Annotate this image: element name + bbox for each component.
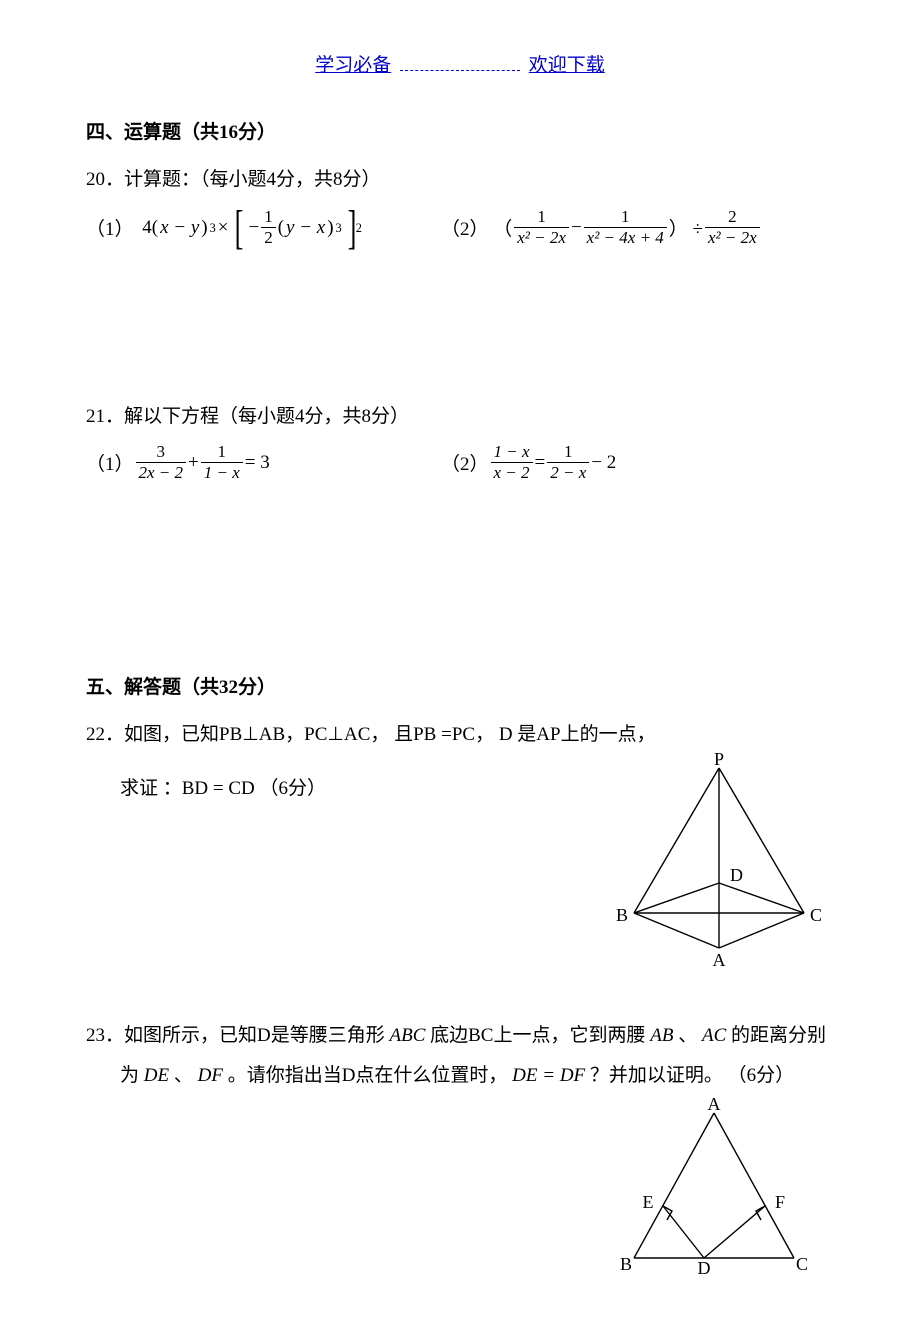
frac-den: 2: [261, 227, 276, 247]
q20-part2: （2） （ 1 x² − 2x − 1 x² − 4x + 4 ） ÷ 2 x²…: [441, 206, 821, 249]
q20-p2-minus: −: [571, 217, 582, 239]
q23-l2b: 。请你指出当D点在什么位置时，: [228, 1065, 508, 1086]
frac-num: 2: [705, 208, 760, 227]
q23-l1a: 23．如图所示，已知D是等腰三角形: [86, 1025, 385, 1046]
q20-p1-neg: −: [248, 217, 259, 239]
label-A: A: [713, 950, 726, 970]
q21-p1-frac1: 3 2x − 2: [136, 443, 187, 482]
frac-num: 1: [514, 208, 569, 227]
q20-part1: （1） 4( x − y )3 × [ − 1 2 ( y − x )3 ]2: [86, 206, 441, 249]
q23-line1: 23．如图所示，已知D是等腰三角形 ABC 底边BC上一点，它到两腰 AB 、 …: [86, 1018, 834, 1054]
section-5-title: 五、解答题（共32分）: [86, 672, 834, 699]
label-D: D: [730, 865, 743, 885]
q21-p1-plus: +: [188, 452, 199, 474]
q20-p2-label: （2） （: [441, 214, 512, 241]
q22-row: 求证 ：BD = CD （6分） P B: [86, 753, 834, 978]
q23-dun: 、: [678, 1025, 697, 1046]
q23-line2: 为 DE 、 DF 。请你指出当D点在什么位置时， DE = DF ？并加以证明…: [86, 1058, 834, 1094]
q21-p2-frac1: 1 − x x − 2: [491, 443, 533, 482]
label-B: B: [616, 905, 628, 925]
q22-line2: 求证 ：BD = CD （6分）: [86, 753, 604, 807]
q20-p1-xy: x − y: [160, 217, 199, 239]
page-header: 学习必备 欢迎下载: [86, 50, 834, 77]
q20-p1-label: （1）: [86, 214, 134, 241]
q23-l1c: 的距离分别: [731, 1025, 826, 1046]
q23-dedf: DE = DF: [512, 1065, 585, 1086]
q23-svg: A B C D E F: [604, 1098, 824, 1278]
frac-den: x² − 2x: [514, 227, 569, 247]
frac-den: x − 2: [491, 462, 533, 482]
frac-den: 2x − 2: [136, 462, 187, 482]
q23-figure-wrap: A B C D E F: [86, 1098, 834, 1278]
q22-figure: P B C D A: [604, 753, 834, 978]
q23-l2c: ？并加以证明。 （6分）: [590, 1065, 794, 1086]
q21-p2-tail: − 2: [591, 452, 616, 474]
q21-stem: 21．解以下方程（每小题4分，共8分）: [86, 399, 834, 435]
label-E: E: [643, 1192, 654, 1212]
q21-p1-label: （1）: [86, 449, 134, 476]
q20-p1-lead: 4(: [142, 217, 158, 239]
q20-p1-open2: (: [278, 217, 284, 239]
frac-num: 3: [136, 443, 187, 462]
q20-subparts: （1） 4( x − y )3 × [ − 1 2 ( y − x )3 ]2 …: [86, 206, 834, 249]
q20-p2-close: ） ÷: [669, 214, 703, 241]
q21-p2-label: （2）: [441, 449, 489, 476]
q20-p1-lbracket: [: [234, 206, 243, 249]
q20-p2-frac2: 1 x² − 4x + 4: [584, 208, 667, 247]
q21-subparts: （1） 3 2x − 2 + 1 1 − x = 3 （2） 1 − x x −…: [86, 443, 834, 482]
label-C: C: [796, 1254, 808, 1274]
q20-p1-rbracket: ]: [347, 206, 356, 249]
q21-p1-frac2: 1 1 − x: [201, 443, 243, 482]
q23-abc: ABC: [389, 1025, 425, 1046]
q23-ab: AB: [650, 1025, 673, 1046]
frac-den: x² − 2x: [705, 227, 760, 247]
q23-df: DF: [198, 1065, 223, 1086]
frac-num: 1 − x: [491, 443, 533, 462]
q23-dun2: 、: [174, 1065, 193, 1086]
frac-num: 1: [584, 208, 667, 227]
header-dashed-separator: [400, 59, 520, 71]
header-link-right[interactable]: 欢迎下载: [529, 55, 605, 76]
q23-ac: AC: [702, 1025, 726, 1046]
q21-part1: （1） 3 2x − 2 + 1 1 − x = 3: [86, 443, 441, 482]
label-A: A: [708, 1098, 721, 1114]
section-4-title: 四、运算题（共16分）: [86, 117, 834, 144]
frac-den: 2 − x: [547, 462, 589, 482]
q20-p2-frac1: 1 x² − 2x: [514, 208, 569, 247]
q20-p1-close2: ): [327, 217, 333, 239]
q23-l2a: 为: [120, 1065, 139, 1086]
frac-den: x² − 4x + 4: [584, 227, 667, 247]
q23-l1b: 底边BC上一点，它到两腰: [430, 1025, 645, 1046]
q23-de: DE: [144, 1065, 169, 1086]
q21-p2-eq: =: [535, 452, 546, 474]
q22-svg: P B C D A: [604, 753, 834, 973]
frac-num: 1: [201, 443, 243, 462]
q22-line1: 22．如图，已知PB⊥AB，PC⊥AC， 且PB =PC， D 是AP上的一点，: [86, 717, 834, 753]
header-link-left[interactable]: 学习必备: [315, 55, 391, 76]
page: 学习必备 欢迎下载 四、运算题（共16分） 20．计算题：（每小题4分，共8分）…: [0, 0, 920, 1318]
q20-stem: 20．计算题：（每小题4分，共8分）: [86, 162, 834, 198]
label-B: B: [620, 1254, 632, 1274]
spacer: [86, 482, 834, 662]
q20-p1-times: ×: [218, 217, 229, 239]
q20-p1-yx: y − x: [286, 217, 325, 239]
label-F: F: [775, 1192, 785, 1212]
spacer: [86, 249, 834, 399]
label-P: P: [714, 753, 724, 769]
q21-p2-frac2: 1 2 − x: [547, 443, 589, 482]
q20-p1-close1: ): [201, 217, 207, 239]
label-D: D: [698, 1258, 711, 1278]
frac-den: 1 − x: [201, 462, 243, 482]
q20-p2-frac3: 2 x² − 2x: [705, 208, 760, 247]
q21-p1-eq: = 3: [245, 452, 270, 474]
frac-num: 1: [261, 208, 276, 227]
label-C: C: [810, 905, 822, 925]
q20-p1-frac: 1 2: [261, 208, 276, 247]
q21-part2: （2） 1 − x x − 2 = 1 2 − x − 2: [441, 443, 821, 482]
spacer: [86, 978, 834, 1018]
frac-num: 1: [547, 443, 589, 462]
